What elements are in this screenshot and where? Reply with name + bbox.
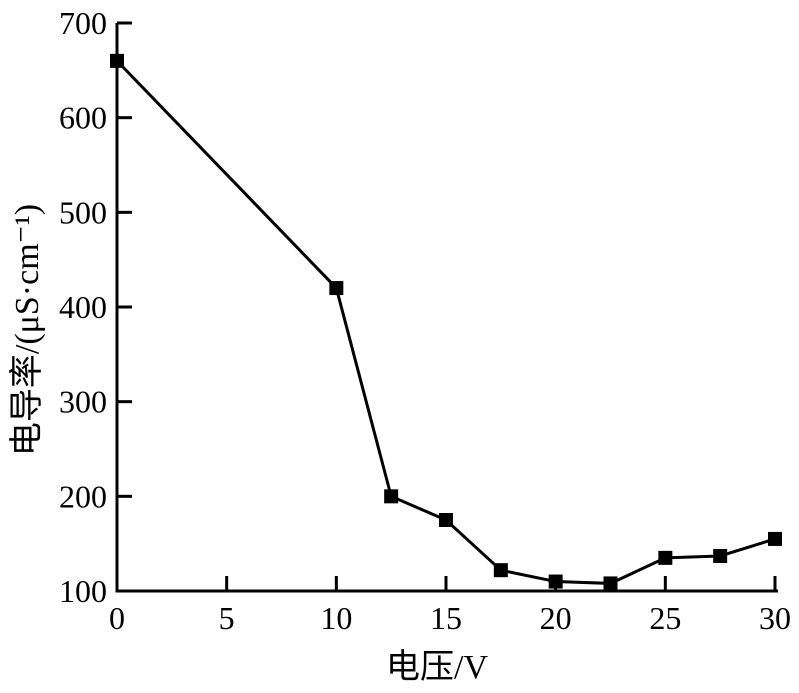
x-axis-title: 电压/V: [386, 649, 488, 686]
x-tick-label: 10: [320, 600, 352, 636]
x-tick-label: 0: [109, 600, 125, 636]
y-tick-label: 700: [59, 5, 107, 41]
x-tick-label: 15: [430, 600, 462, 636]
y-tick-label: 100: [59, 573, 107, 609]
data-point-marker: [713, 548, 728, 563]
y-tick-label: 400: [59, 289, 107, 325]
y-tick-label: 300: [59, 384, 107, 420]
data-point-marker: [548, 574, 563, 589]
data-point-marker: [439, 513, 453, 527]
data-point-marker: [768, 531, 782, 546]
data-point-marker: [493, 563, 508, 578]
x-tick-label: 5: [219, 600, 235, 636]
x-tick-label: 25: [649, 600, 681, 636]
data-point-marker: [110, 53, 124, 68]
x-tick-label: 20: [540, 600, 572, 636]
data-point-marker: [603, 576, 618, 591]
x-tick-label: 30: [759, 600, 791, 636]
y-tick-label: 500: [59, 194, 107, 230]
y-axis-title: 电导率/(μS·cm⁻¹): [9, 203, 46, 457]
data-point-marker: [329, 281, 344, 296]
data-point-marker: [384, 489, 399, 504]
data-line: [115, 59, 776, 585]
y-tick-label: 200: [59, 478, 107, 514]
y-tick-label: 600: [59, 100, 107, 136]
data-point-marker: [658, 550, 673, 565]
